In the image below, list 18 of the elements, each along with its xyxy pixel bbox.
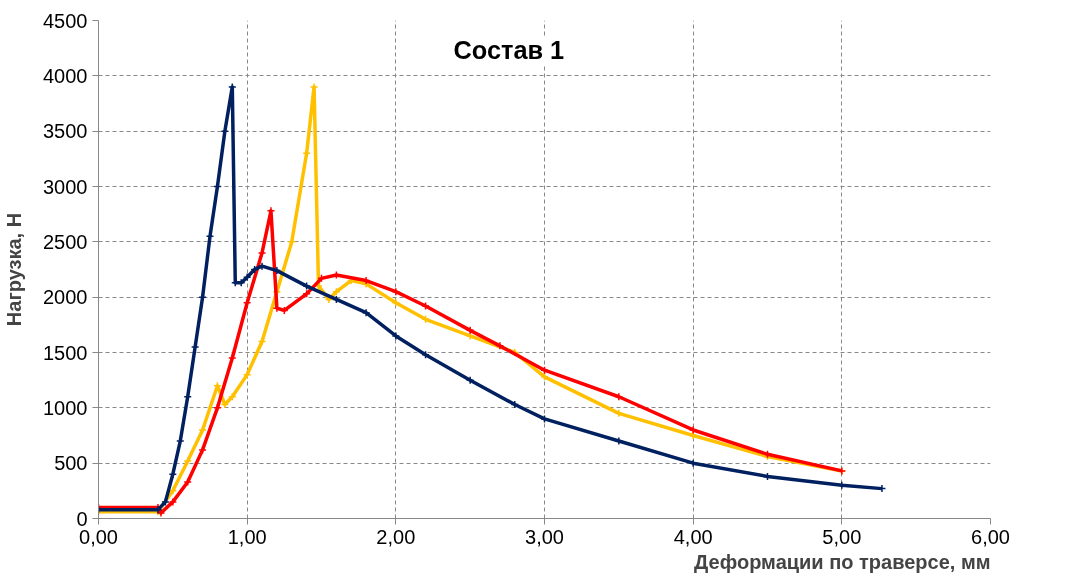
y-tick-label: 2500 bbox=[43, 230, 88, 253]
x-tick-label: 5,00 bbox=[822, 525, 862, 548]
x-axis-title: Деформации по траверсе, мм bbox=[694, 551, 991, 573]
x-tick-label: 2,00 bbox=[376, 525, 416, 548]
y-tick-label: 2000 bbox=[43, 286, 88, 309]
x-tick-label: 3,00 bbox=[525, 525, 564, 548]
y-tick-label: 1000 bbox=[43, 396, 88, 419]
y-tick-label: 500 bbox=[54, 452, 88, 475]
x-tick-label: 6,00 bbox=[971, 525, 1010, 548]
y-tick-label: 3500 bbox=[43, 120, 88, 143]
y-tick-label: 1500 bbox=[43, 341, 88, 364]
y-tick-label: 3000 bbox=[43, 175, 88, 198]
text: Состав 1 bbox=[453, 36, 565, 65]
y-axis-title: Нагрузка, Н bbox=[3, 212, 26, 327]
x-tick-label: 4,00 bbox=[673, 525, 713, 548]
y-tick-label: 4500 bbox=[43, 9, 88, 32]
x-tick-label: 1,00 bbox=[227, 525, 267, 548]
y-tick-label: 4000 bbox=[43, 64, 88, 87]
